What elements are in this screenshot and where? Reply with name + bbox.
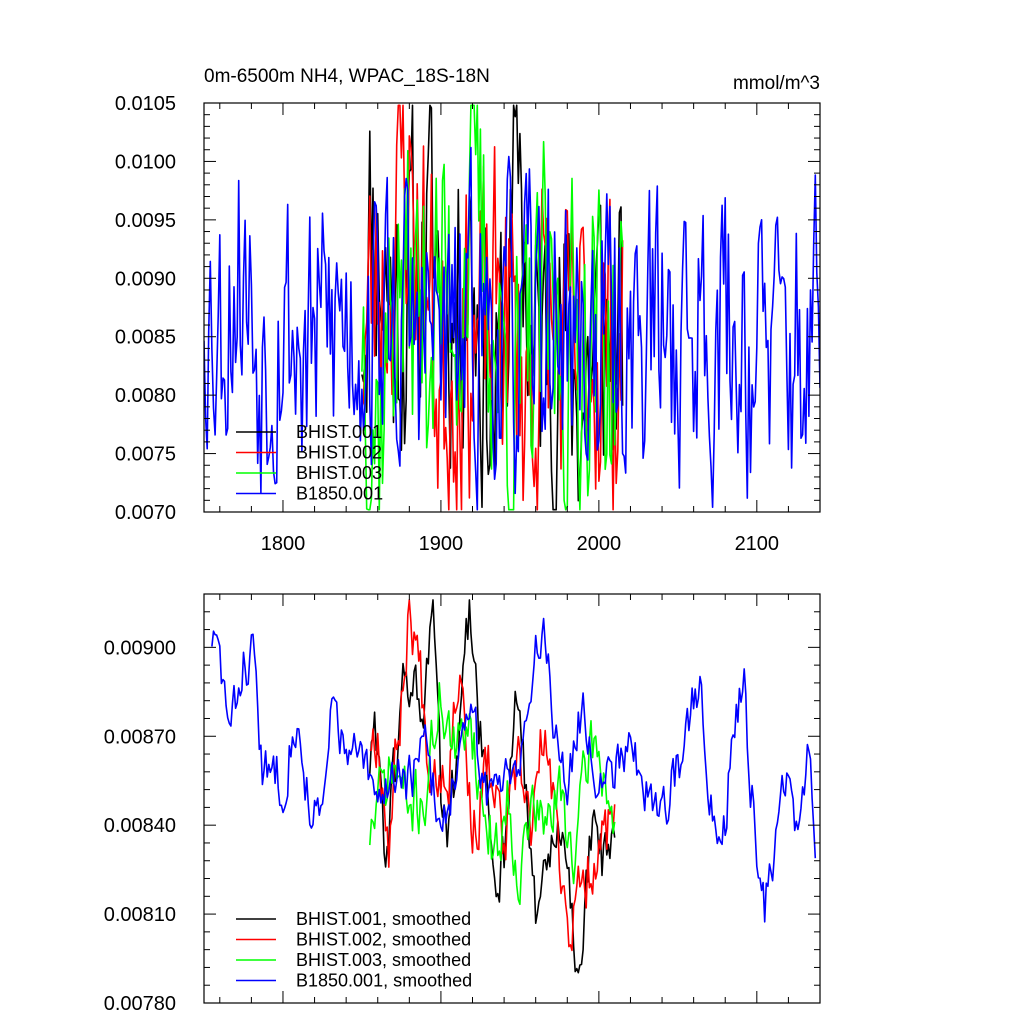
x-tick-label: 1900 [419,533,464,555]
series-group [211,599,817,974]
legend-label: B1850.001, smoothed [296,971,472,991]
y-tick-label: 0.0085 [115,327,176,349]
units-label: mmol/m^3 [733,73,820,94]
chart-title: 0m-6500m NH4, WPAC_18S-18N [204,66,490,87]
y-tick-label: 0.00810 [104,904,176,926]
y-tick-label: 0.00840 [104,815,176,837]
top-panel: 1800 1900 2000 2100 0.0070 0.0075 0.0080 0.0085… [115,66,821,555]
y-tick-label: 0.0080 [115,385,176,407]
y-tick-label: 0.00870 [104,726,176,748]
legend-label: BHIST.002, smoothed [296,930,471,950]
legend-label: BHIST.003 [296,463,382,483]
y-tick-label: 0.0105 [115,93,176,115]
series-line-b1850-001-smoothed [211,617,817,923]
series-line-b1850-001 [204,146,820,511]
legend-label: BHIST.002 [296,443,382,463]
plot-frame [203,593,821,1004]
y-tick-label: 0.0100 [115,151,176,173]
y-tick-label: 0.0075 [115,444,176,466]
x-tick-label: 1800 [261,533,306,555]
legend-label: BHIST.003, smoothed [296,950,471,970]
y-tick-label: 0.0070 [115,502,176,524]
legend-label: BHIST.001 [296,422,382,442]
series-line-bhist-002-smoothed [369,599,616,952]
y-tick-label: 0.0090 [115,268,176,290]
x-tick-label: 2100 [735,533,780,555]
legend-label: BHIST.001, smoothed [296,909,471,929]
y-tick-label: 0.00900 [104,637,176,659]
plot-frame [203,102,821,513]
x-tick-label: 2000 [577,533,622,555]
y-tick-label: 0.00780 [104,993,176,1015]
legend-label: B1850.001 [296,484,383,504]
y-tick-label: 0.0095 [115,210,176,232]
series-group [204,104,820,511]
bottom-panel: 0.00780 0.00810 0.00840 0.00870 0.00900 BHIST… [104,593,821,1015]
series-line-bhist-003-smoothed [369,682,616,906]
